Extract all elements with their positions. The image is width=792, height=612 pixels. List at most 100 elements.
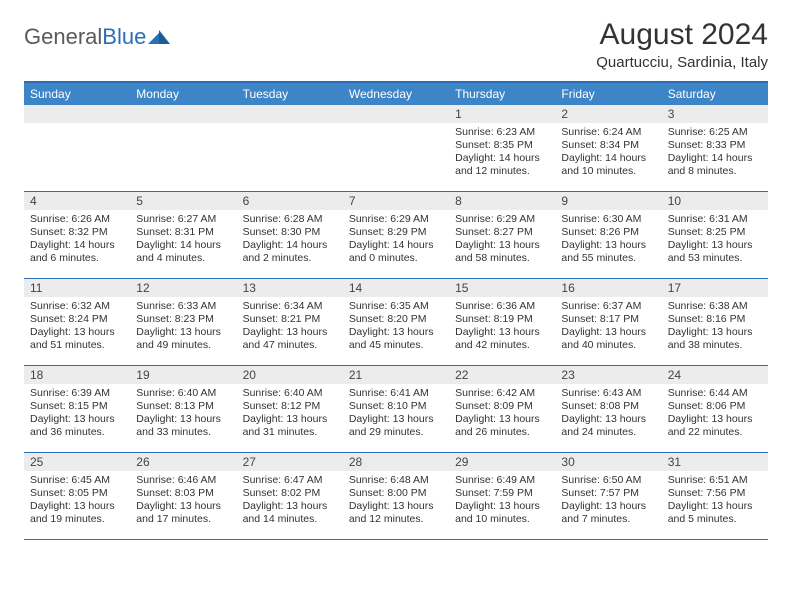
day-number: 10 [662, 192, 768, 210]
day-number [237, 105, 343, 123]
day-cell: 3Sunrise: 6:25 AMSunset: 8:33 PMDaylight… [662, 105, 768, 191]
day-detail-line: Sunrise: 6:31 AM [668, 213, 762, 226]
day-cell: 2Sunrise: 6:24 AMSunset: 8:34 PMDaylight… [555, 105, 661, 191]
day-detail-line: Sunrise: 6:30 AM [561, 213, 655, 226]
day-detail: Sunrise: 6:47 AMSunset: 8:02 PMDaylight:… [237, 471, 343, 531]
day-detail-line: Daylight: 14 hours and 8 minutes. [668, 152, 762, 178]
day-detail-line: Sunset: 8:13 PM [136, 400, 230, 413]
day-detail-line: Sunrise: 6:26 AM [30, 213, 124, 226]
day-detail-line: Daylight: 13 hours and 45 minutes. [349, 326, 443, 352]
brand-name-2: Blue [102, 24, 146, 50]
day-number: 18 [24, 366, 130, 384]
day-cell: 6Sunrise: 6:28 AMSunset: 8:30 PMDaylight… [237, 192, 343, 278]
day-detail: Sunrise: 6:35 AMSunset: 8:20 PMDaylight:… [343, 297, 449, 357]
day-detail-line: Sunset: 8:34 PM [561, 139, 655, 152]
brand-name-1: General [24, 24, 102, 50]
day-cell: 23Sunrise: 6:43 AMSunset: 8:08 PMDayligh… [555, 366, 661, 452]
day-detail-line: Sunrise: 6:24 AM [561, 126, 655, 139]
day-of-week-cell: Monday [130, 83, 236, 105]
day-cell [343, 105, 449, 191]
day-detail-line: Sunrise: 6:42 AM [455, 387, 549, 400]
day-number: 23 [555, 366, 661, 384]
day-cell: 28Sunrise: 6:48 AMSunset: 8:00 PMDayligh… [343, 453, 449, 539]
day-detail-line: Sunset: 8:03 PM [136, 487, 230, 500]
day-detail-line: Daylight: 13 hours and 22 minutes. [668, 413, 762, 439]
day-number: 1 [449, 105, 555, 123]
day-detail [237, 123, 343, 130]
day-of-week-cell: Wednesday [343, 83, 449, 105]
day-detail: Sunrise: 6:36 AMSunset: 8:19 PMDaylight:… [449, 297, 555, 357]
day-detail-line: Sunset: 8:25 PM [668, 226, 762, 239]
day-number: 12 [130, 279, 236, 297]
day-detail [343, 123, 449, 130]
day-cell: 13Sunrise: 6:34 AMSunset: 8:21 PMDayligh… [237, 279, 343, 365]
day-detail-line: Daylight: 13 hours and 51 minutes. [30, 326, 124, 352]
day-detail-line: Sunrise: 6:28 AM [243, 213, 337, 226]
month-title: August 2024 [596, 18, 768, 52]
day-detail-line: Sunset: 8:06 PM [668, 400, 762, 413]
title-block: August 2024 Quartucciu, Sardinia, Italy [596, 18, 768, 71]
day-detail-line: Daylight: 14 hours and 6 minutes. [30, 239, 124, 265]
day-detail-line: Sunset: 8:02 PM [243, 487, 337, 500]
weeks-container: 1Sunrise: 6:23 AMSunset: 8:35 PMDaylight… [24, 105, 768, 540]
day-detail: Sunrise: 6:30 AMSunset: 8:26 PMDaylight:… [555, 210, 661, 270]
day-detail-line: Sunset: 8:30 PM [243, 226, 337, 239]
day-detail-line: Sunrise: 6:27 AM [136, 213, 230, 226]
week-row: 4Sunrise: 6:26 AMSunset: 8:32 PMDaylight… [24, 192, 768, 279]
day-detail-line: Sunrise: 6:36 AM [455, 300, 549, 313]
day-cell: 25Sunrise: 6:45 AMSunset: 8:05 PMDayligh… [24, 453, 130, 539]
day-detail: Sunrise: 6:27 AMSunset: 8:31 PMDaylight:… [130, 210, 236, 270]
day-of-week-cell: Thursday [449, 83, 555, 105]
day-detail-line: Sunrise: 6:46 AM [136, 474, 230, 487]
day-detail: Sunrise: 6:26 AMSunset: 8:32 PMDaylight:… [24, 210, 130, 270]
day-detail-line: Daylight: 13 hours and 58 minutes. [455, 239, 549, 265]
day-detail: Sunrise: 6:49 AMSunset: 7:59 PMDaylight:… [449, 471, 555, 531]
day-cell [24, 105, 130, 191]
day-detail-line: Daylight: 13 hours and 12 minutes. [349, 500, 443, 526]
day-cell: 8Sunrise: 6:29 AMSunset: 8:27 PMDaylight… [449, 192, 555, 278]
day-detail-line: Sunset: 8:26 PM [561, 226, 655, 239]
brand-logo: GeneralBlue [24, 18, 170, 50]
week-row: 25Sunrise: 6:45 AMSunset: 8:05 PMDayligh… [24, 453, 768, 540]
day-detail: Sunrise: 6:24 AMSunset: 8:34 PMDaylight:… [555, 123, 661, 183]
day-number: 30 [555, 453, 661, 471]
day-number: 2 [555, 105, 661, 123]
day-detail-line: Sunset: 8:05 PM [30, 487, 124, 500]
day-number: 24 [662, 366, 768, 384]
day-detail-line: Sunset: 8:23 PM [136, 313, 230, 326]
day-cell: 10Sunrise: 6:31 AMSunset: 8:25 PMDayligh… [662, 192, 768, 278]
day-cell: 19Sunrise: 6:40 AMSunset: 8:13 PMDayligh… [130, 366, 236, 452]
day-detail: Sunrise: 6:41 AMSunset: 8:10 PMDaylight:… [343, 384, 449, 444]
day-detail: Sunrise: 6:28 AMSunset: 8:30 PMDaylight:… [237, 210, 343, 270]
day-number: 17 [662, 279, 768, 297]
day-detail-line: Sunset: 8:08 PM [561, 400, 655, 413]
day-cell: 21Sunrise: 6:41 AMSunset: 8:10 PMDayligh… [343, 366, 449, 452]
day-number: 22 [449, 366, 555, 384]
day-number: 3 [662, 105, 768, 123]
day-detail-line: Sunrise: 6:25 AM [668, 126, 762, 139]
day-detail-line: Sunset: 7:59 PM [455, 487, 549, 500]
day-detail-line: Daylight: 13 hours and 38 minutes. [668, 326, 762, 352]
day-detail: Sunrise: 6:32 AMSunset: 8:24 PMDaylight:… [24, 297, 130, 357]
day-number: 8 [449, 192, 555, 210]
day-detail-line: Daylight: 13 hours and 40 minutes. [561, 326, 655, 352]
week-row: 11Sunrise: 6:32 AMSunset: 8:24 PMDayligh… [24, 279, 768, 366]
day-cell: 18Sunrise: 6:39 AMSunset: 8:15 PMDayligh… [24, 366, 130, 452]
day-detail-line: Sunset: 8:15 PM [30, 400, 124, 413]
day-cell: 20Sunrise: 6:40 AMSunset: 8:12 PMDayligh… [237, 366, 343, 452]
day-detail-line: Daylight: 13 hours and 5 minutes. [668, 500, 762, 526]
day-number: 27 [237, 453, 343, 471]
day-number: 16 [555, 279, 661, 297]
day-number: 25 [24, 453, 130, 471]
logo-mark-icon [148, 28, 170, 46]
day-detail-line: Sunset: 8:17 PM [561, 313, 655, 326]
day-detail-line: Sunrise: 6:29 AM [455, 213, 549, 226]
day-detail: Sunrise: 6:43 AMSunset: 8:08 PMDaylight:… [555, 384, 661, 444]
day-detail-line: Sunset: 8:32 PM [30, 226, 124, 239]
day-of-week-cell: Friday [555, 83, 661, 105]
day-number: 13 [237, 279, 343, 297]
day-detail-line: Sunset: 8:29 PM [349, 226, 443, 239]
day-number: 5 [130, 192, 236, 210]
day-detail: Sunrise: 6:48 AMSunset: 8:00 PMDaylight:… [343, 471, 449, 531]
day-cell [237, 105, 343, 191]
